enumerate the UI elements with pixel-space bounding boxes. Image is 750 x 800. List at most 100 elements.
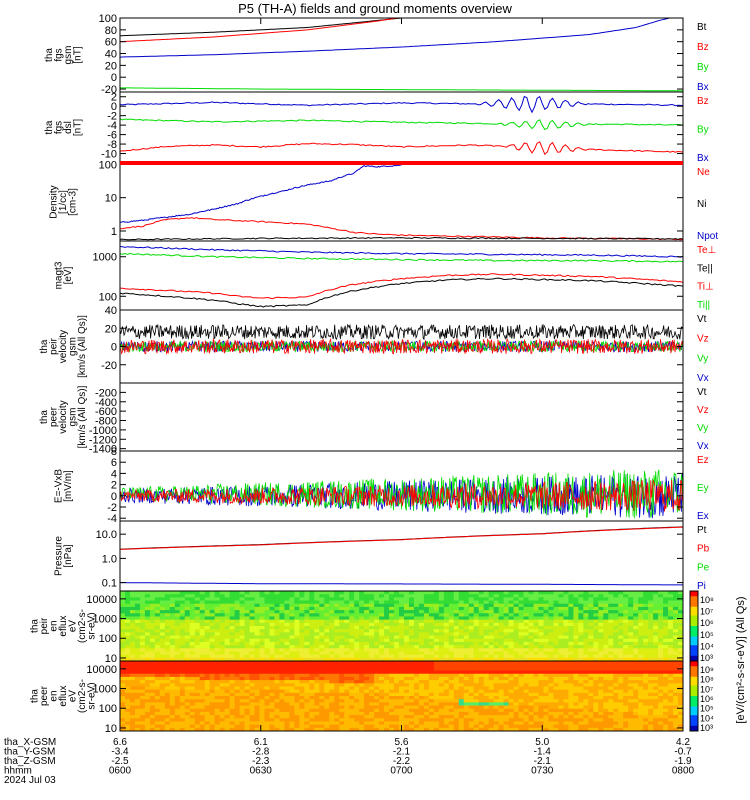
series-Bx [120, 141, 683, 156]
legend-Ez: Ez [697, 455, 709, 466]
colorbar-label: 10⁴ [700, 641, 714, 651]
y-tick-label: -200 [95, 387, 117, 399]
colorbar-label: 10⁸ [700, 675, 714, 685]
legend-Te||: Te|| [697, 263, 713, 274]
legend-Te⊥: Te⊥ [697, 245, 716, 256]
y-axis-label: eV [68, 690, 79, 703]
y-tick-label: 6 [111, 457, 117, 469]
y-axis-label: dsl [63, 121, 74, 134]
y-axis-label: (cm2-s- [77, 679, 88, 713]
series-Ti|| [120, 252, 683, 263]
colorbar-label: 10³ [700, 723, 713, 733]
y-axis-label: eflux [58, 615, 69, 636]
y-tick-label: -20 [101, 360, 117, 372]
series-Npot [120, 164, 402, 223]
panel-temperature: 1000 100 magt3[eV] Te⊥ Te|| Ti⊥ Ti|| [53, 240, 716, 311]
ephemeris-value: 0730 [531, 766, 554, 777]
legend-Vy: Vy [697, 423, 708, 434]
ephemeris-value: 6.1 [254, 737, 268, 748]
legend-Vy: Vy [697, 353, 708, 364]
y-tick-label: 40 [105, 305, 117, 317]
ephemeris-label: tha_Z-GSM [4, 756, 56, 767]
legend-Ti||: Ti|| [697, 300, 710, 311]
y-tick-label: 2 [111, 480, 117, 492]
legend-Vt: Vt [697, 314, 707, 325]
y-tick-label: 80 [105, 25, 117, 37]
series-Ti-blue [120, 246, 683, 258]
y-axis-label: peir [39, 617, 50, 634]
y-tick-label: 0.1 [102, 578, 117, 590]
legend-Vx: Vx [697, 373, 709, 384]
y-axis-label: [1/cc] [58, 190, 69, 214]
y-tick-label: 60 [105, 37, 117, 49]
y-axis-label: [km/s (All Qs)] [77, 385, 88, 448]
ephemeris-value: -1.9 [674, 756, 692, 767]
colorbar-label: 10⁹ [700, 665, 714, 675]
colorbar-label: 10⁵ [700, 704, 714, 714]
legend-Ne: Ne [697, 167, 710, 178]
y-tick-label: -4 [107, 513, 117, 525]
panel-density: 100 10 1 Density[1/cc][cm-3] Ne Ni Npot [49, 159, 719, 242]
temperature-series [120, 246, 683, 308]
y-tick-label: -8 [107, 139, 117, 151]
series-Pi [120, 582, 683, 586]
y-axis-label: peir [49, 337, 60, 354]
legend-Ni: Ni [697, 199, 706, 210]
series-Bx [120, 18, 673, 58]
ephemeris-value: -0.7 [674, 747, 692, 758]
y-tick-label: 10000 [86, 664, 117, 676]
pressure-series [120, 526, 683, 586]
date-label: 2024 Jul 03 [4, 775, 56, 786]
legend-Pi: Pi [697, 581, 706, 592]
panel-peer-spec: 10000 1000 100 10 thapeerenefluxeV(cm2-s-sr-… [30, 660, 714, 735]
colorbar-label: 10⁷ [700, 607, 713, 617]
y-tick-label: 20 [105, 60, 117, 72]
y-axis-label: [nT] [72, 46, 83, 63]
colorbar-label: 10⁴ [700, 713, 714, 723]
y-axis-label: tha [30, 619, 41, 633]
y-axis-label: (cm2-s- [77, 609, 88, 643]
series-By [120, 118, 683, 131]
y-tick-label: 0 [111, 101, 117, 113]
y-axis-label: [mV/m] [63, 470, 74, 502]
y-tick-label: 10000 [86, 594, 117, 606]
y-tick-label: 100 [99, 291, 117, 303]
y-axis-label: sr-eV) [87, 682, 98, 709]
y-tick-label: 10.0 [96, 529, 117, 541]
y-axis-label: gsm [68, 337, 79, 356]
y-axis-label: peer [49, 406, 60, 427]
legend-Vt: Vt [697, 387, 707, 398]
panel-separator [120, 161, 683, 165]
y-tick-label: 1000 [93, 684, 117, 696]
ephemeris-value: 0800 [672, 766, 695, 777]
series-Te⊥ [120, 273, 683, 300]
y-axis-label: magt3 [53, 261, 64, 289]
legend-Pb: Pb [697, 544, 710, 555]
ephemeris-value: -2.2 [393, 756, 411, 767]
series-By [120, 87, 683, 92]
legend-Ex: Ex [697, 511, 709, 522]
y-axis-label: tha [39, 410, 50, 424]
y-axis-label: [cm-3] [68, 188, 79, 216]
y-tick-label: -2 [107, 111, 117, 123]
density-series [120, 164, 683, 241]
ephemeris-value: 0600 [109, 766, 132, 777]
colorbar-label: 10⁶ [700, 694, 714, 704]
y-tick-label: -1400 [89, 444, 117, 456]
y-axis-label: gsm [63, 46, 74, 65]
y-tick-label: 0 [111, 72, 117, 84]
ephemeris-value: 6.6 [113, 737, 127, 748]
y-tick-label: 40 [105, 49, 117, 61]
efield-series [120, 469, 683, 519]
peer-velocity-frame [119, 382, 684, 452]
y-axis-label: peer [39, 685, 50, 706]
ephemeris-value: -3.4 [111, 747, 129, 758]
y-tick-label: 0 [111, 491, 117, 503]
y-axis-label: [nT] [72, 119, 83, 136]
y-tick-label: 100 [99, 159, 117, 171]
fgs-gsm-series [120, 18, 683, 92]
legend-Bx: Bx [697, 153, 709, 164]
